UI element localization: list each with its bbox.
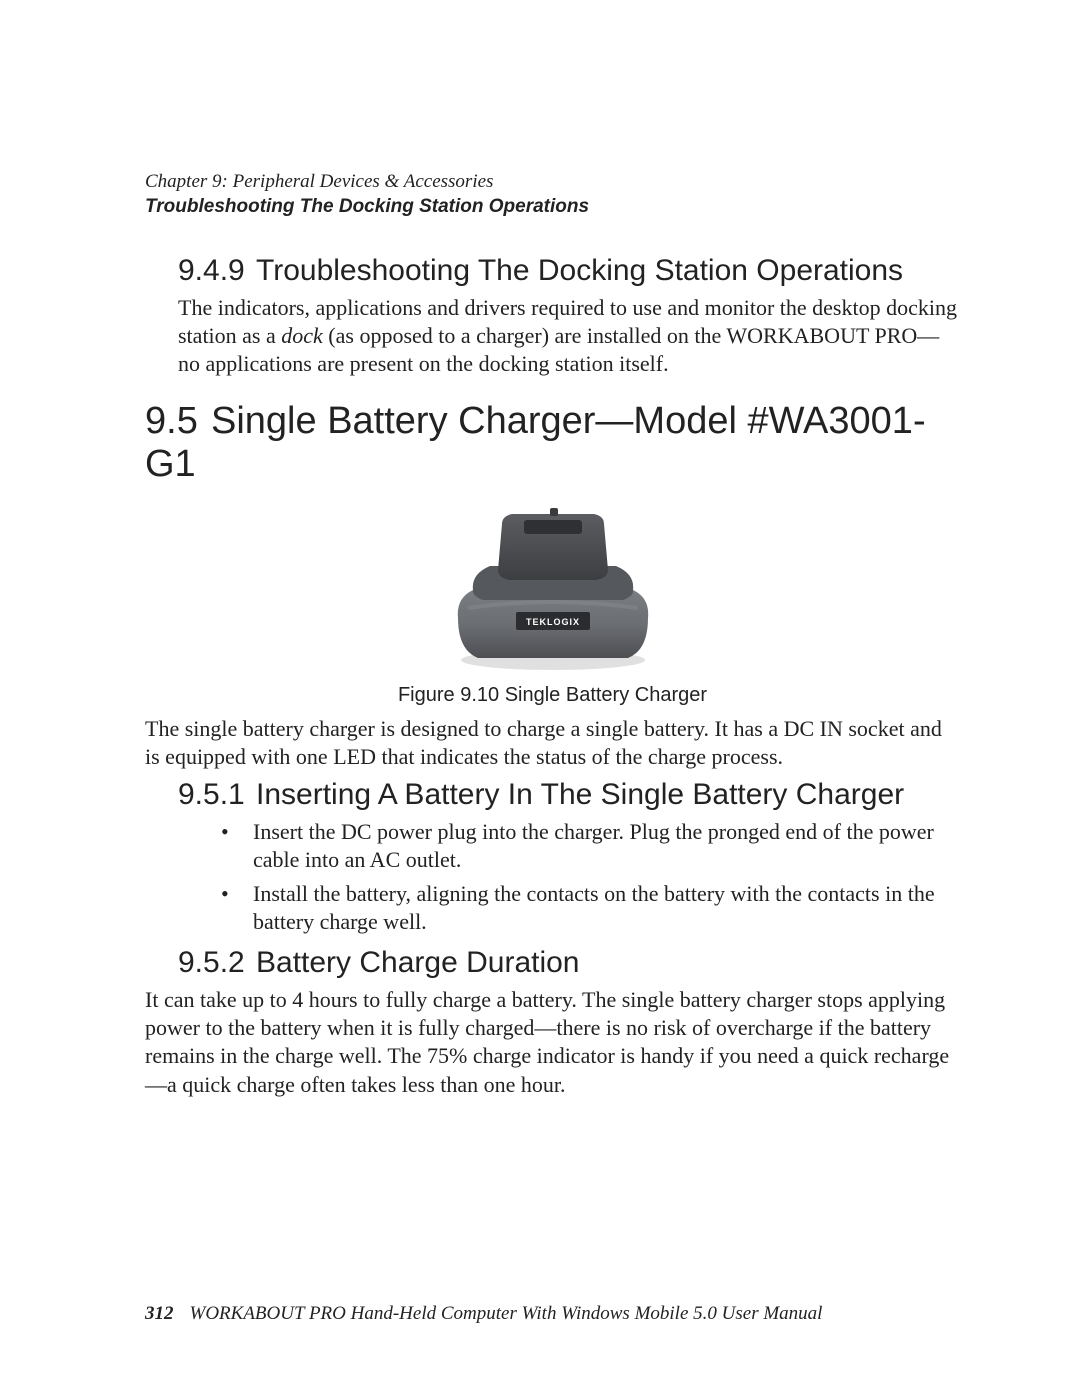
heading-number: 9.4.9 xyxy=(178,254,256,288)
heading-text: Battery Charge Duration xyxy=(256,946,580,979)
heading-text: Troubleshooting The Docking Station Oper… xyxy=(256,254,903,287)
heading-9-4-9: 9.4.9Troubleshooting The Docking Station… xyxy=(178,254,960,288)
running-header-chapter: Chapter 9: Peripheral Devices & Accessor… xyxy=(145,170,960,194)
heading-9-5: 9.5Single Battery Charger—Model #WA3001-… xyxy=(145,400,960,486)
manual-page: Chapter 9: Peripheral Devices & Accessor… xyxy=(0,0,1080,1397)
battery-charger-icon: TEKLOGIX xyxy=(438,498,668,673)
charger-brand-label: TEKLOGIX xyxy=(525,617,579,627)
figure-9-10: TEKLOGIX xyxy=(145,498,960,678)
heading-9-5-1: 9.5.1Inserting A Battery In The Single B… xyxy=(178,778,960,812)
list-item: Install the battery, aligning the contac… xyxy=(213,880,960,936)
heading-9-5-2: 9.5.2Battery Charge Duration xyxy=(178,946,960,980)
heading-number: 9.5 xyxy=(145,400,211,443)
heading-number: 9.5.2 xyxy=(178,946,256,980)
heading-number: 9.5.1 xyxy=(178,778,256,812)
para-9-5: The single battery charger is designed t… xyxy=(145,715,960,771)
list-item: Insert the DC power plug into the charge… xyxy=(213,818,960,874)
page-number: 312 xyxy=(145,1303,174,1324)
running-header-section: Troubleshooting The Docking Station Oper… xyxy=(145,196,960,218)
figure-caption: Figure 9.10 Single Battery Charger xyxy=(145,684,960,707)
bullet-list-9-5-1: Insert the DC power plug into the charge… xyxy=(213,818,960,937)
para-9-5-2: It can take up to 4 hours to fully charg… xyxy=(145,986,960,1099)
heading-text: Single Battery Charger—Model #WA3001-G1 xyxy=(145,400,926,485)
heading-text: Inserting A Battery In The Single Batter… xyxy=(256,778,904,811)
page-footer: 312 WORKABOUT PRO Hand-Held Computer With… xyxy=(145,1303,822,1325)
manual-title: WORKABOUT PRO Hand-Held Computer With Wi… xyxy=(190,1303,823,1324)
text-italic: dock xyxy=(281,323,323,348)
para-9-4-9: The indicators, applications and drivers… xyxy=(178,294,960,378)
